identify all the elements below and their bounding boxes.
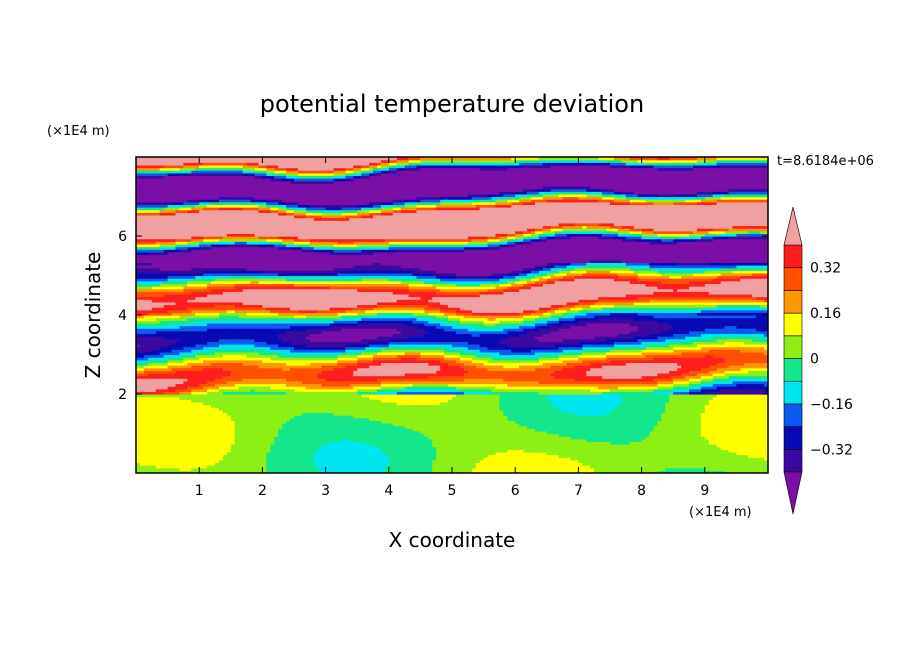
x-tick-label: 5: [448, 483, 457, 499]
colorbar-swatch: [783, 426, 803, 450]
x-axis-label: X coordinate: [389, 528, 516, 552]
y-unit-label: (×1E4 m): [47, 124, 110, 139]
colorbar-swatch: [783, 267, 803, 291]
colorbar-tick-label: −0.16: [810, 397, 853, 413]
colorbar-tick-label: 0.16: [810, 306, 841, 322]
chart-title: potential temperature deviation: [260, 90, 644, 118]
x-tick-label: 3: [321, 483, 330, 499]
colorbar-tick-label: −0.32: [810, 442, 853, 458]
colorbar-swatch: [783, 335, 803, 359]
x-axis: 1 2 3 4 5 6 7 8 9: [195, 157, 709, 499]
x-tick-label: 4: [384, 483, 393, 499]
x-tick-label: 1: [195, 483, 204, 499]
colorbar-extend-max: [783, 206, 803, 246]
x-unit-label: (×1E4 m): [689, 505, 752, 520]
colorbar-swatch: [783, 312, 803, 337]
x-tick-label: 2: [258, 483, 267, 499]
y-axis-label: Z coordinate: [81, 252, 105, 379]
colorbar-swatch: [783, 448, 803, 473]
y-tick-label: 6: [118, 229, 127, 245]
time-label: t=8.6184e+06: [777, 154, 874, 169]
colorbar-tick-label: 0: [810, 352, 819, 368]
y-tick-label: 4: [118, 308, 127, 324]
colorbar: 0.32 0.16 0 −0.16 −0.32: [783, 206, 853, 515]
x-tick-label: 6: [511, 483, 520, 499]
colorbar-extend-min: [783, 471, 803, 515]
colorbar-swatch: [783, 244, 803, 269]
x-tick-label: 9: [700, 483, 709, 499]
colorbar-swatch: [783, 358, 803, 382]
colorbar-swatch: [783, 403, 803, 427]
x-tick-label: 7: [574, 483, 583, 499]
x-tick-label: 8: [637, 483, 646, 499]
y-axis: 2 4 6: [118, 229, 768, 403]
colorbar-tick-label: 0.32: [810, 261, 841, 277]
colorbar-swatch: [783, 380, 803, 405]
colorbar-swatch: [783, 290, 803, 314]
y-tick-label: 2: [118, 387, 127, 403]
contour-field: [136, 157, 768, 473]
